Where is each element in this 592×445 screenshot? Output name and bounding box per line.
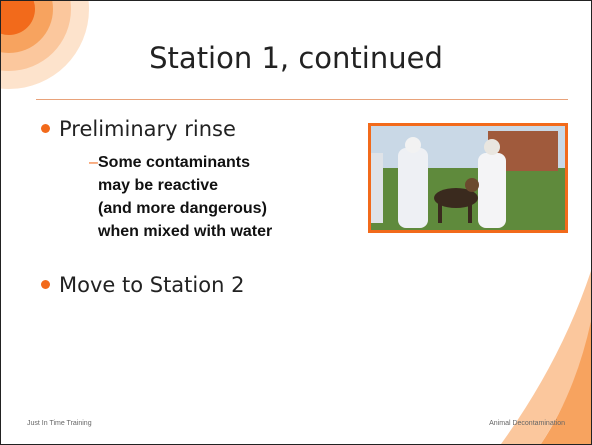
sub-line: may be reactive bbox=[98, 174, 272, 197]
title-rule bbox=[36, 99, 568, 100]
photo bbox=[368, 123, 568, 233]
bullet: Move to Station 2 bbox=[41, 273, 244, 297]
bullet-text: Move to Station 2 bbox=[59, 273, 244, 297]
footer-left: Just In Time Training bbox=[27, 420, 92, 427]
sub-bullet: – Some contaminants may be reactive (and… bbox=[89, 151, 272, 243]
bullet-text: Preliminary rinse bbox=[59, 117, 236, 141]
slide: Station 1, continued Preliminary rinse –… bbox=[0, 0, 592, 445]
bullet: Preliminary rinse bbox=[41, 117, 236, 141]
footer-right: Animal Decontamination bbox=[489, 420, 565, 427]
slide-title: Station 1, continued bbox=[1, 41, 591, 75]
sub-line: when mixed with water bbox=[98, 220, 272, 243]
sub-line: (and more dangerous) bbox=[98, 197, 272, 220]
sub-line: Some contaminants bbox=[98, 151, 272, 174]
